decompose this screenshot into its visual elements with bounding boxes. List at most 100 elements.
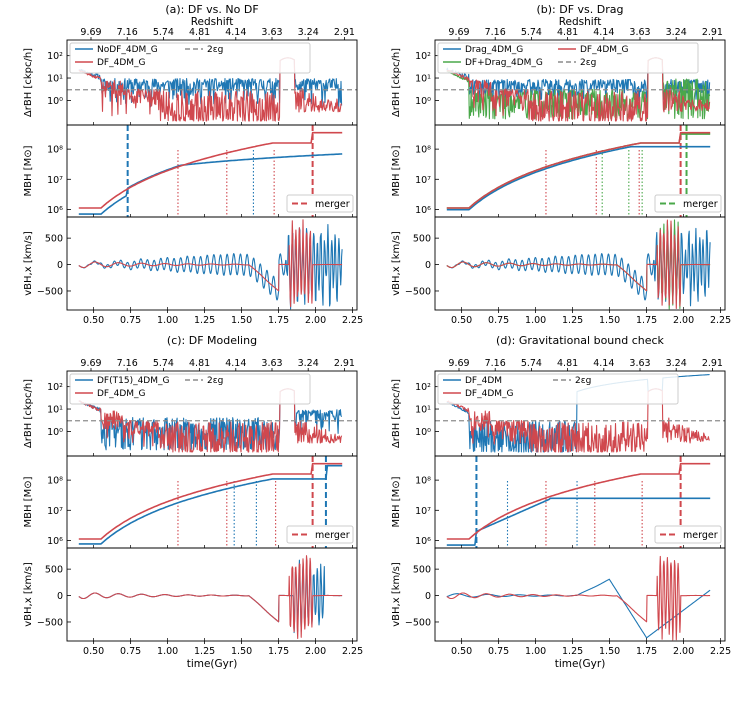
series-line-DF_4DM_G-vel [446, 555, 711, 641]
legend: DF_4DM DF_4DM_G 2εg [437, 373, 679, 405]
subplot-mass: 10⁸ 10⁷ 10⁶ MBH [M⊙] merger [23, 455, 358, 549]
y-tick-label: 0 [425, 260, 431, 271]
y-axis-label: MBH [M⊙] [391, 145, 402, 196]
redshift-tick-label: 3.24 [298, 358, 319, 369]
y-tick-label: 10² [47, 382, 63, 393]
merger-legend: merger [654, 194, 722, 213]
legend-entry: merger [683, 530, 718, 541]
y-axis-label: vBH,x [km/s] [23, 562, 34, 627]
subplot-mass: 10⁸ 10⁷ 10⁶ MBH [M⊙] merger [391, 124, 726, 218]
redshift-tick-label: 7.16 [117, 358, 138, 369]
redshift-tick-label: 9.69 [448, 27, 469, 38]
y-tick-label: 10⁸ [415, 145, 431, 156]
y-tick-label: −500 [405, 286, 431, 297]
redshift-tick-label: 3.63 [629, 27, 650, 38]
redshift-tick-label: 5.74 [521, 358, 542, 369]
y-tick-label: 500 [45, 234, 63, 245]
y-tick-label: 10⁰ [47, 427, 63, 438]
x-tick-label: 2.00 [673, 315, 694, 326]
panel-title: (b): DF vs. Drag [536, 3, 623, 16]
y-tick-label: 10⁶ [47, 536, 63, 547]
legend-entry: merger [315, 199, 350, 210]
panel-3: (c): DF Modeling 9.69 7.16 5.74 4.81 4.14 3.63… [23, 334, 363, 670]
subplot-dist: 10² 10¹ 10⁰ ΔrBH [ckpc/h] DF_4DM DF_4DM_G 2εg [391, 370, 726, 457]
series-line-DF_4DM_G-mass [446, 131, 711, 209]
legend-entry: merger [683, 199, 718, 210]
y-tick-label: 10² [415, 51, 431, 62]
axes-frame [66, 547, 358, 642]
redshift-tick-label: 3.63 [261, 27, 282, 38]
legend-entry: Drag_4DM_G [465, 45, 523, 55]
y-tick-label: 500 [413, 234, 431, 245]
y-tick-label: −500 [37, 617, 63, 628]
redshift-tick-label: 2.91 [702, 358, 723, 369]
subplot-dist: 10² 10¹ 10⁰ ΔrBH [ckpc/h] Drag_4DM_G DF+Drag_… [391, 39, 726, 126]
axes-frame [434, 547, 726, 642]
x-tick-label: 1.00 [525, 646, 546, 657]
x-tick-label: 0.75 [120, 646, 141, 657]
y-axis-label: vBH,x [km/s] [23, 231, 34, 296]
y-axis-label: MBH [M⊙] [23, 476, 34, 527]
legend: Drag_4DM_G DF+Drag_4DM_G DF_4DM_G 2εg [437, 42, 699, 74]
series-line-DF_4DM_G-dist [78, 388, 343, 453]
redshift-tick-label: 7.16 [485, 358, 506, 369]
redshift-tick-label: 4.81 [557, 27, 578, 38]
x-tick-label: 1.25 [194, 646, 215, 657]
x-tick-label: 1.50 [599, 646, 620, 657]
x-tick-label: 2.00 [305, 646, 326, 657]
y-tick-label: 10⁷ [47, 175, 63, 186]
series-line-DF(T15)_4DM_G-mass [78, 464, 343, 545]
panel-title: (d): Gravitational bound check [496, 334, 665, 347]
y-axis-label: MBH [M⊙] [391, 476, 402, 527]
merger-legend: merger [286, 525, 354, 544]
x-tick-label: 0.50 [83, 646, 104, 657]
x-axis-label: time(Gyr) [187, 658, 238, 670]
y-tick-label: 10⁶ [47, 205, 63, 216]
y-tick-label: −500 [405, 617, 431, 628]
y-tick-label: 500 [413, 565, 431, 576]
redshift-tick-label: 4.81 [557, 358, 578, 369]
x-tick-label: 1.50 [599, 315, 620, 326]
y-axis-label: ΔrBH [ckpc/h] [23, 48, 34, 117]
y-tick-label: 10¹ [47, 74, 63, 85]
y-tick-label: 0 [57, 260, 63, 271]
legend-entry: DF_4DM_G [97, 389, 146, 399]
redshift-tick-label: 2.91 [702, 27, 723, 38]
redshift-tick-label: 9.69 [80, 27, 101, 38]
y-axis-label: vBH,x [km/s] [391, 231, 402, 296]
series-line-DF_4DM_G-dist [446, 57, 711, 122]
x-tick-label: 2.00 [305, 315, 326, 326]
redshift-tick-label: 4.14 [225, 358, 246, 369]
x-tick-label: 1.00 [525, 315, 546, 326]
redshift-tick-label: 4.81 [189, 27, 210, 38]
y-tick-label: 10⁰ [47, 96, 63, 107]
series-line-DF_4DM-mass [446, 497, 711, 546]
x-tick-label: 1.00 [157, 315, 178, 326]
y-axis-label: vBH,x [km/s] [391, 562, 402, 627]
redshift-tick-label: 4.81 [189, 358, 210, 369]
y-axis-label: ΔrBH [ckpc/h] [391, 48, 402, 117]
x-tick-label: 0.75 [488, 646, 509, 657]
series-line-DF_4DM_G-mass [78, 131, 343, 209]
x-tick-label: 1.50 [231, 646, 252, 657]
x-tick-label: 2.25 [342, 646, 363, 657]
x-tick-label: 1.25 [562, 646, 583, 657]
axes-frame [66, 216, 358, 311]
x-tick-label: 1.75 [636, 315, 657, 326]
redshift-tick-label: 5.74 [521, 27, 542, 38]
redshift-tick-label: 4.14 [593, 27, 614, 38]
redshift-tick-label: 5.74 [153, 27, 174, 38]
x-tick-label: 0.75 [488, 315, 509, 326]
x-tick-label: 1.00 [157, 646, 178, 657]
y-tick-label: 10² [415, 382, 431, 393]
redshift-tick-label: 7.16 [117, 27, 138, 38]
subplot-mass: 10⁸ 10⁷ 10⁶ MBH [M⊙] merger [23, 124, 358, 218]
y-tick-label: 10² [47, 51, 63, 62]
legend-entry: DF_4DM_G [465, 389, 514, 399]
y-tick-label: 10⁸ [415, 476, 431, 487]
legend-entry: 2εg [207, 45, 223, 55]
y-axis-label: ΔrBH [ckpc/h] [391, 379, 402, 448]
x-tick-label: 2.00 [673, 646, 694, 657]
